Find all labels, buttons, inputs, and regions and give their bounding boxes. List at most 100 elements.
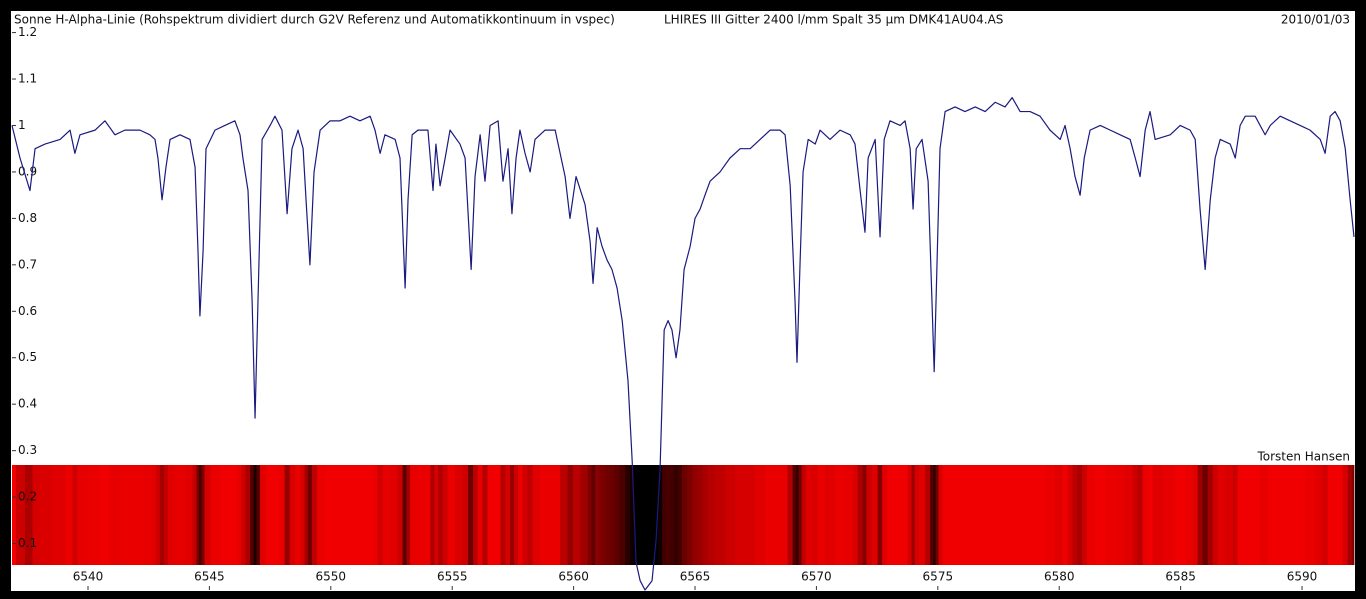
y-tick-label: 1 [18,118,26,132]
strip-slice [1125,465,1134,565]
x-tick-label: 6555 [437,570,468,584]
strip-slice [990,465,1001,565]
strip-slice [792,465,797,565]
strip-slice [715,465,726,565]
strip-slice [168,465,176,565]
strip-slice [599,465,605,565]
strip-slice [241,465,246,565]
strip-slice [1342,465,1349,565]
strip-slice [156,465,161,565]
strip-slice [438,465,444,565]
strip-slice [514,465,519,565]
strip-slice [237,465,242,565]
y-tick-label: 1.2 [18,25,37,39]
strip-slice [397,465,403,565]
strip-slice [406,465,411,565]
strip-slice [219,465,231,565]
strip-slice [852,465,858,565]
strip-slice [245,465,251,565]
strip-slice [477,465,483,565]
strip-slice [1337,465,1344,565]
strip-slice [304,465,309,565]
strip-slice [938,465,943,565]
strip-slice [335,465,346,565]
strip-slice [725,465,736,565]
strip-slice [614,465,621,565]
strip-slice [604,465,610,565]
strip-slice [377,465,383,565]
strip-slice [487,465,495,565]
strip-slice [666,465,671,565]
y-tick-label: 1.1 [18,72,37,86]
strip-slice [256,465,261,565]
strip-slice [100,465,111,565]
strip-slice [625,465,631,565]
strip-slice [1067,465,1073,565]
strip-slice [765,465,776,565]
strip-slice [32,465,41,565]
strip-slice [325,465,336,565]
author-note: Torsten Hansen [1256,450,1350,464]
strip-slice [862,465,867,565]
strip-slice [1115,465,1126,565]
x-tick-label: 6575 [923,570,954,584]
strip-slice [1212,465,1219,565]
strip-slice [175,465,186,565]
strip-slice [482,465,488,565]
strip-slice [402,465,407,565]
strip-slice [560,465,568,565]
spectrum-line [11,97,1355,591]
strip-slice [201,465,205,565]
strip-slice [494,465,501,565]
strip-slice [311,465,318,565]
strip-slice [1237,465,1244,565]
strip-slice [798,465,803,565]
strip-slice [272,465,279,565]
strip-slice [735,465,746,565]
strip-slice [919,465,926,565]
strip-slice [895,465,904,565]
strip-slice [638,465,643,565]
strip-slice [119,465,133,565]
x-tick-label: 6580 [1044,570,1075,584]
strip-slice [422,465,431,565]
strip-slice [1000,465,1010,565]
x-tick-label: 6540 [73,570,104,584]
y-tick-label: 0.7 [18,257,37,271]
strip-slice [567,465,574,565]
strip-slice [682,465,688,565]
strip-slice [505,465,511,565]
strip-slice [473,465,478,565]
strip-slice [1062,465,1069,565]
strip-slice [674,465,679,565]
strip-slice [500,465,506,565]
strip-slice [40,465,53,565]
strip-slice [825,465,836,565]
strip-slice [755,465,766,565]
strip-slice [415,465,424,565]
strip-slice [1267,465,1276,565]
y-tick-label: 0.4 [18,397,37,411]
strip-slice [253,465,257,565]
strip-slice [702,465,708,565]
strip-slice [787,465,794,565]
strip-slice [65,465,73,565]
strip-slice [1295,465,1306,565]
strip-slice [697,465,703,565]
strip-slice [775,465,783,565]
strip-slice [1095,465,1106,565]
strip-slice [1285,465,1296,565]
strip-slice [914,465,920,565]
strip-slice [678,465,683,565]
strip-slice [1225,465,1234,565]
strip-slice [658,465,663,565]
strip-slice [1185,465,1194,565]
strip-slice [442,465,448,565]
strip-slice [595,465,600,565]
strip-slice [284,465,290,565]
y-tick-label: 0.3 [18,443,37,457]
strip-slice [434,465,439,565]
strip-slice [1045,465,1056,565]
